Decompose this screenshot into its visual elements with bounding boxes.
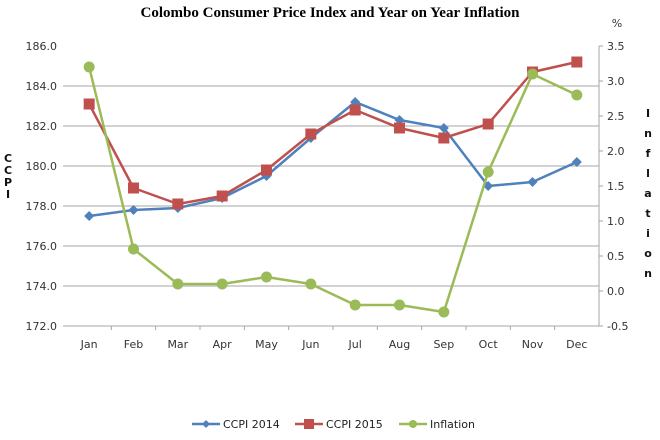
right-axis-letter: l	[646, 167, 650, 180]
legend-marker-icon	[202, 420, 210, 428]
right-tick-label: 3.5	[607, 40, 625, 53]
data-point	[261, 164, 272, 176]
axes	[63, 45, 603, 330]
series-inflation	[83, 61, 583, 318]
data-point	[216, 278, 228, 290]
x-tick-label: Aug	[389, 338, 410, 351]
legend-label: CCPI 2014	[223, 418, 280, 431]
x-tick-label: Feb	[124, 338, 143, 351]
right-tick-label: -0.5	[607, 320, 628, 333]
left-axis-letter: C	[4, 152, 12, 165]
left-tick-label: 174.0	[26, 280, 58, 293]
legend-label: Inflation	[430, 418, 475, 431]
data-point	[394, 122, 405, 134]
legend-item: CCPI 2014	[192, 418, 280, 431]
data-point	[438, 123, 449, 133]
right-tick-label: 3.0	[607, 75, 625, 88]
legend-marker-icon	[304, 419, 314, 429]
series-line	[88, 60, 578, 206]
legend-item: Inflation	[399, 418, 475, 431]
data-point	[128, 243, 139, 255]
x-tick-label: Dec	[566, 338, 587, 351]
right-axis-ticks: 3.5 3.0 2.5 2.0 1.5 1.0 0.5 0.0 -0.5	[607, 40, 628, 333]
right-axis-letter: o	[644, 247, 652, 260]
left-tick-label: 186.0	[26, 40, 58, 53]
legend-item: CCPI 2015	[295, 418, 383, 431]
right-axis-letter: t	[645, 207, 650, 220]
left-axis-letter: C	[4, 164, 12, 177]
left-axis-letter: P	[4, 176, 12, 189]
data-point	[172, 278, 184, 290]
data-point	[527, 177, 538, 187]
x-tick-label: Jul	[348, 338, 362, 351]
right-axis-letter: f	[646, 147, 651, 160]
data-point	[571, 89, 583, 101]
right-tick-label: 0.5	[607, 250, 625, 263]
right-tick-label: 2.5	[607, 110, 625, 123]
legend-marker-icon	[409, 420, 417, 428]
left-axis-label: CCPI	[4, 152, 12, 201]
right-axis-label: Inflation	[644, 107, 652, 280]
data-point	[349, 104, 361, 116]
left-tick-label: 178.0	[26, 200, 58, 213]
data-point	[482, 118, 494, 130]
data-point	[527, 68, 538, 80]
x-tick-label: May	[255, 338, 278, 351]
left-tick-label: 184.0	[26, 80, 58, 93]
left-tick-label: 172.0	[26, 320, 58, 333]
right-tick-label: 2.0	[607, 145, 625, 158]
x-tick-label: Mar	[167, 338, 188, 351]
x-tick-label: Oct	[479, 338, 499, 351]
right-axis-letter: a	[644, 187, 651, 200]
x-tick-label: Nov	[522, 338, 544, 351]
data-point	[216, 190, 228, 202]
data-point	[84, 211, 95, 221]
data-point	[83, 98, 95, 110]
right-axis-letter: I	[646, 107, 650, 120]
series-ccpi-2014	[84, 97, 582, 221]
x-tick-label: Sep	[433, 338, 454, 351]
data-point	[349, 299, 361, 311]
data-point	[482, 166, 494, 178]
x-axis-ticks: Jan Feb Mar Apr May Jun Jul Aug Sep Oct Nov Dec	[80, 338, 588, 351]
data-point	[261, 271, 272, 283]
chart-title: Colombo Consumer Price Index and Year on…	[141, 5, 521, 21]
legend: CCPI 2014 CCPI 2015 Inflation	[192, 418, 475, 431]
data-point	[438, 132, 450, 144]
data-point	[128, 205, 139, 215]
series-line	[87, 66, 578, 314]
data-point	[571, 56, 583, 68]
data-point	[305, 128, 317, 140]
right-tick-label: 1.0	[607, 215, 625, 228]
right-axis-letter: i	[646, 227, 650, 240]
legend-label: CCPI 2015	[326, 418, 383, 431]
data-point	[394, 299, 405, 311]
x-tick-label: Apr	[213, 338, 233, 351]
series-ccpi-2015	[83, 56, 583, 210]
left-axis-ticks: 186.0 184.0 182.0 180.0 178.0 176.0 174.0 172.0	[26, 40, 58, 333]
x-tick-label: Jan	[80, 338, 98, 351]
right-tick-label: 1.5	[607, 180, 625, 193]
x-tick-label: Jun	[301, 338, 319, 351]
gridlines	[63, 85, 599, 287]
series-line	[88, 100, 578, 218]
series-group	[83, 56, 583, 318]
right-tick-label: 0.0	[607, 285, 625, 298]
right-axis-letter: n	[644, 127, 652, 140]
data-point	[438, 306, 450, 318]
left-tick-label: 182.0	[26, 120, 58, 133]
data-point	[83, 61, 95, 73]
data-point	[128, 182, 139, 194]
data-point	[571, 157, 582, 167]
left-tick-label: 176.0	[26, 240, 58, 253]
data-point	[172, 198, 184, 210]
left-tick-label: 180.0	[26, 160, 58, 173]
right-axis-unit: %	[612, 17, 622, 30]
left-axis-letter: I	[6, 188, 10, 201]
right-axis-letter: n	[644, 267, 652, 280]
data-point	[305, 278, 317, 290]
